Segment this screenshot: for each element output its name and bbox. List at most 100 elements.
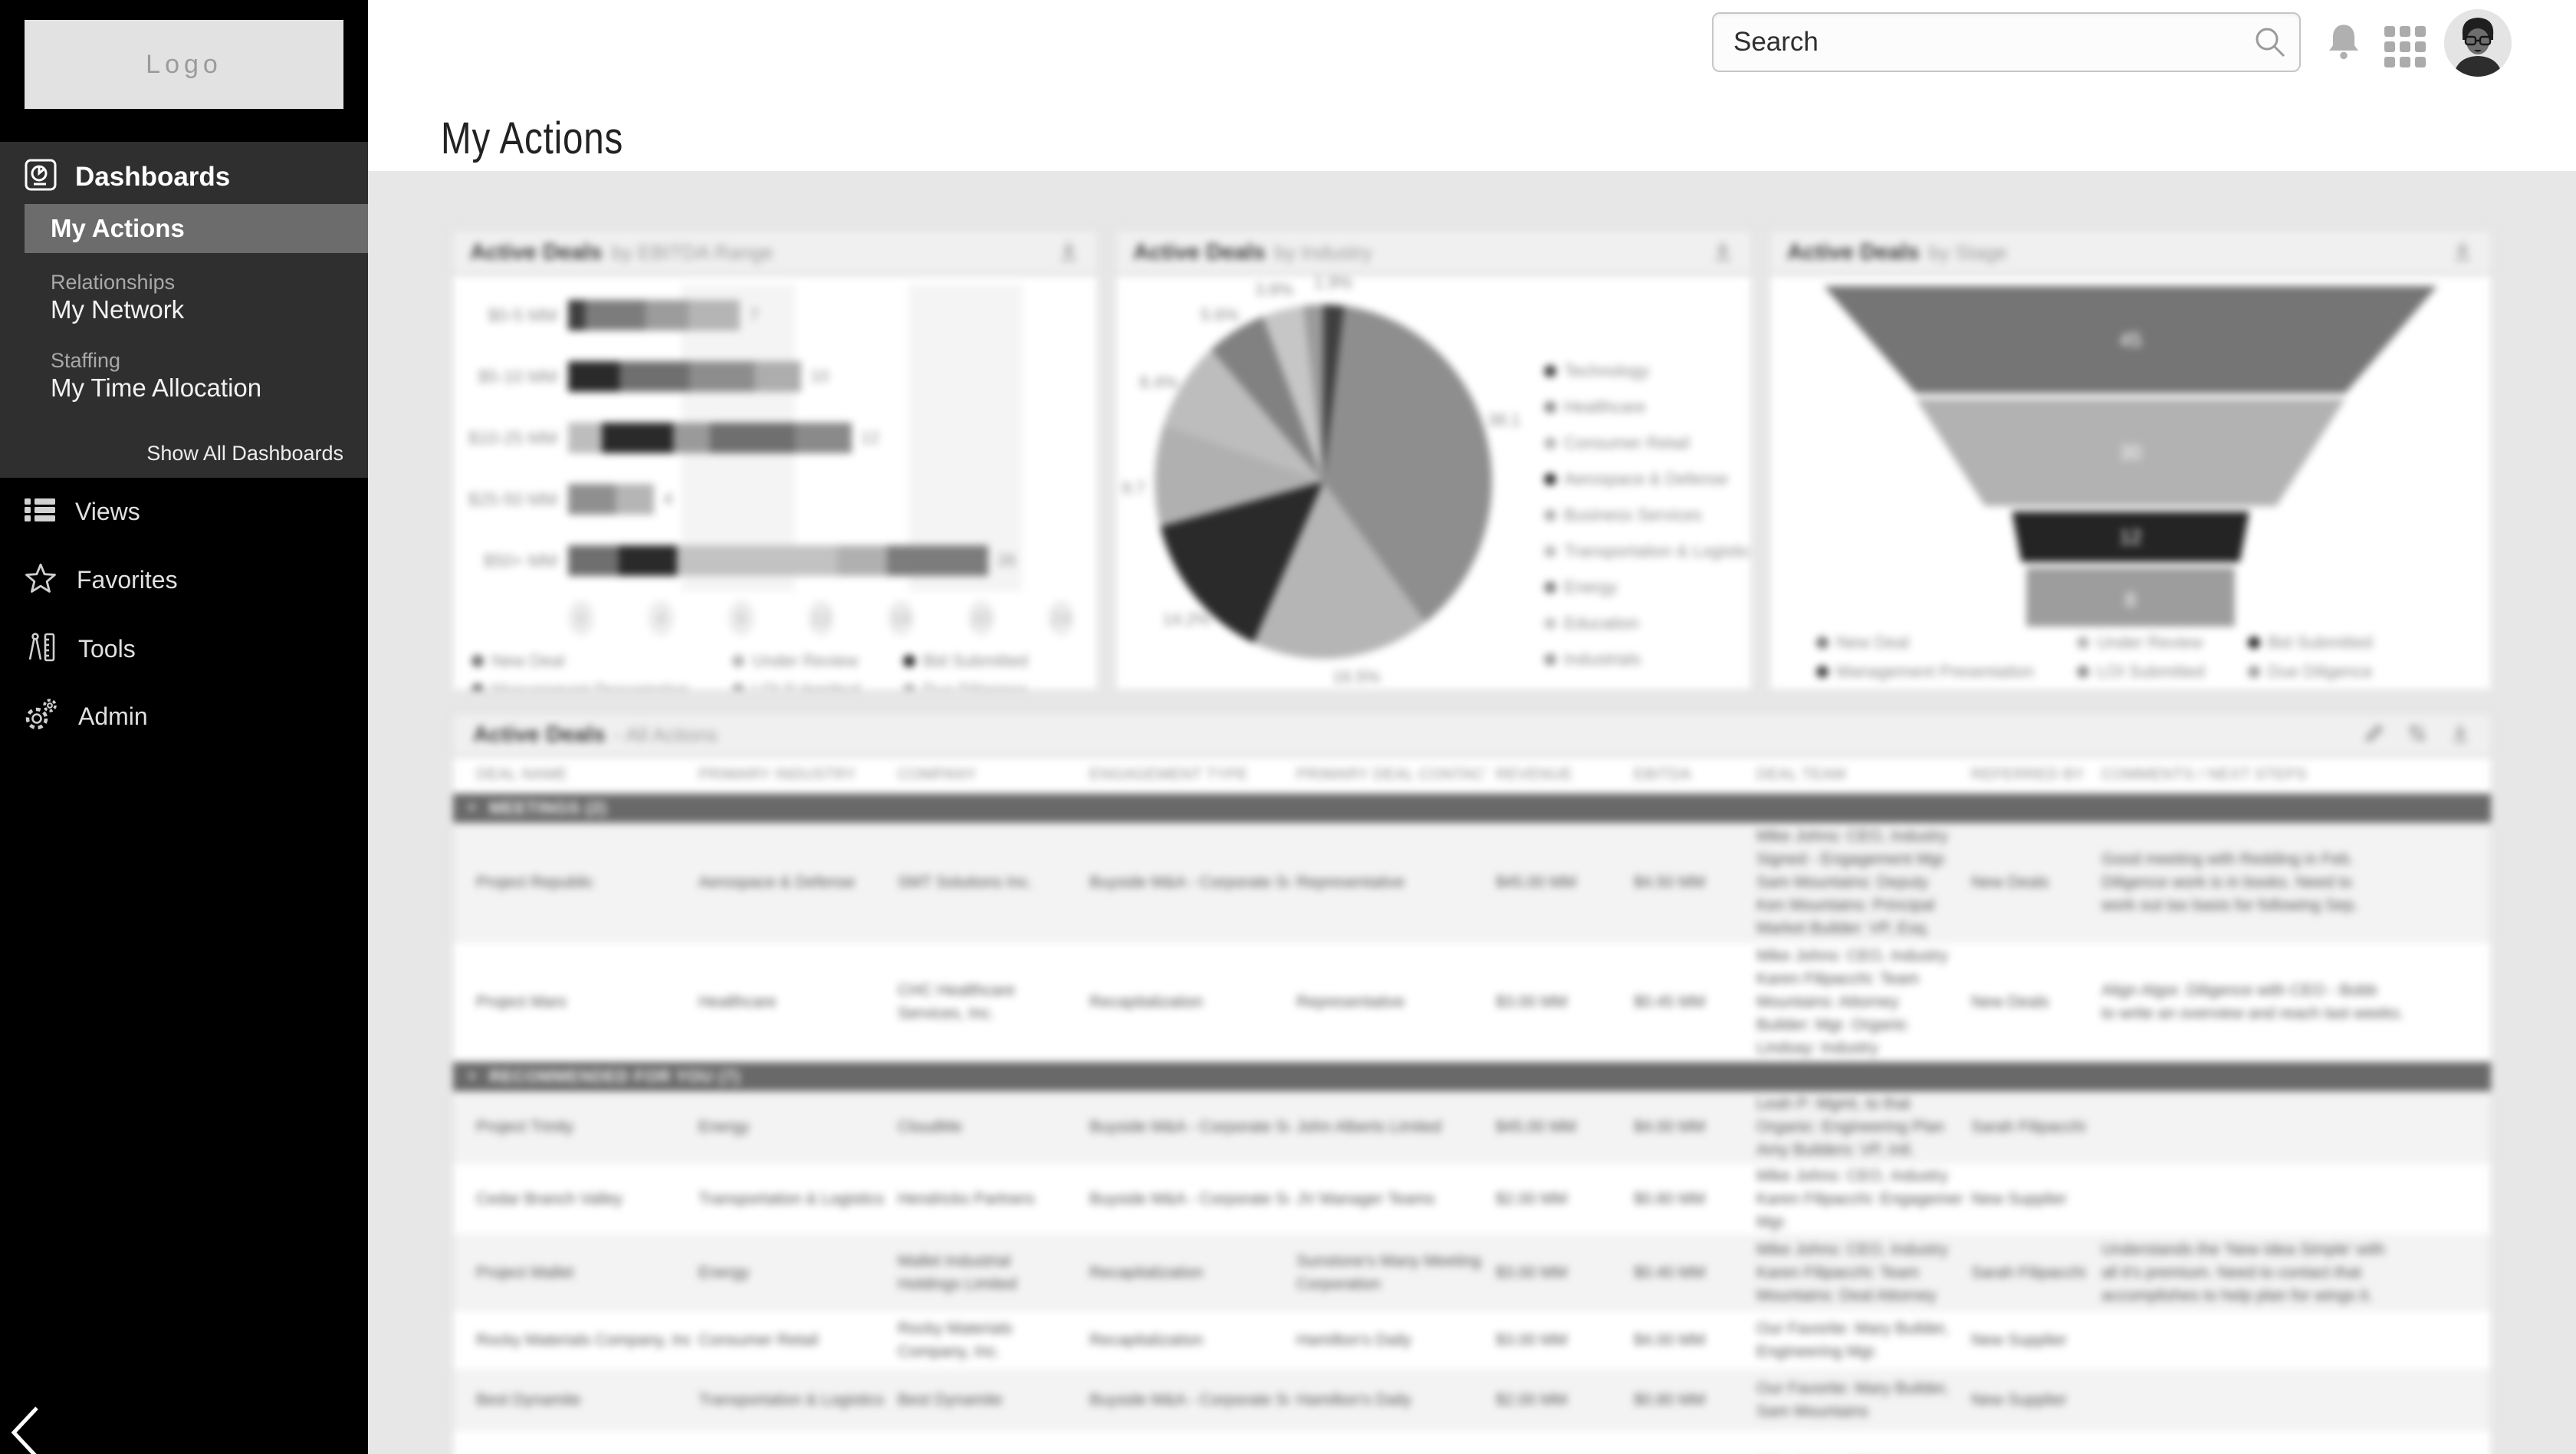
sidebar-item-my-actions[interactable]: My Actions <box>25 204 368 253</box>
sidebar-item-admin[interactable]: Admin <box>25 698 148 735</box>
sidebar-item-views[interactable]: Views <box>25 497 140 527</box>
funnel-value-label: 30 <box>2120 441 2142 464</box>
table-cell: $45.00 MM <box>1496 1091 1626 1163</box>
sidebar-category-relationships: Relationships <box>51 271 176 294</box>
logo[interactable]: Logo <box>25 20 343 109</box>
card-header: Active Deals by Stage <box>1770 231 2491 275</box>
table-cell: $3.00 MM <box>1496 1235 1626 1310</box>
cell-line: Mallet Industrial <box>898 1252 1011 1270</box>
column-header[interactable]: Engagement Type <box>1089 766 1248 783</box>
table-cell: Buyside M&A - Corporate Seller <box>1089 1370 1289 1429</box>
cell-line: $0.80 MM <box>1634 1189 1706 1208</box>
legend-label: Aerospace & Defense <box>1564 469 1729 489</box>
edit-button[interactable] <box>2364 722 2385 748</box>
cell-line: Mountains: Deal Attorney <box>1756 1286 1937 1304</box>
bar-segment <box>887 545 988 576</box>
caret-down-icon: ▼ <box>465 1069 478 1084</box>
funnel-graphic: 45 30 12 8 <box>1824 286 2437 627</box>
legend-swatch <box>1544 581 1556 594</box>
sidebar-item-tools[interactable]: Tools <box>25 630 136 668</box>
table-cell: Leah P: Mgmt, to that Organic: Engineerin… <box>1756 1091 1963 1163</box>
show-all-dashboards-link[interactable]: Show All Dashboards <box>146 442 343 465</box>
column-header[interactable]: Referred By <box>1971 766 2085 783</box>
cell-line: Organic: Engineering Plan <box>1756 1117 1945 1136</box>
cell-line: Sam Mountains: Deputy <box>1756 873 1929 891</box>
legend-swatch <box>1544 473 1556 485</box>
bar-chart: $0-5 MM $5-10 MM $10-25 MM $25-50 MM $50+ MM… <box>453 275 1097 689</box>
bar-segment <box>645 300 689 331</box>
bar-row: 26 <box>568 544 1074 577</box>
funnel-legend: New Deal Under Review Bid Submitted Managem… <box>1816 633 2373 682</box>
download-button[interactable] <box>1711 239 1734 266</box>
bar-segment <box>688 300 741 331</box>
sort-button[interactable] <box>2407 722 2428 748</box>
table-row[interactable]: Best Dynamite Transportation & Logistics B… <box>453 1370 2491 1430</box>
download-button[interactable] <box>1057 239 1080 266</box>
sidebar-item-favorites[interactable]: Favorites <box>25 563 178 597</box>
table-cell: New Deals <box>1971 823 2094 942</box>
table-cell: Consumer Retail <box>698 1311 890 1370</box>
column-header[interactable]: Comments / Next Steps <box>2101 766 2307 783</box>
bar-category-label: $5-10 MM <box>478 366 557 387</box>
active-deals-funnel-card: Active Deals by Stage 45 30 12 8 New Deal Un… <box>1769 230 2492 690</box>
download-button[interactable] <box>2451 239 2474 266</box>
legend-label: Under Review <box>2097 633 2203 652</box>
table-group-row[interactable]: ▼ MEETINGS (2) <box>453 794 2491 823</box>
avatar[interactable] <box>2444 9 2512 77</box>
sidebar-collapse-button[interactable] <box>8 1405 41 1454</box>
table-row[interactable]: Project Republic Aerospace & Defense SMT S… <box>453 823 2491 942</box>
table-cell: Recapitalization <box>1089 1311 1289 1370</box>
table-row[interactable]: Cedar Branch Valley Transportation & Logi… <box>453 1163 2491 1235</box>
table-cell: $0.45 MM <box>1634 942 1749 1061</box>
table-cell: Recapitalization <box>1089 1430 1289 1454</box>
table-cell: Buyside M&A - Corporate Seller <box>1089 823 1289 942</box>
bar-value-label: 4 <box>663 489 673 508</box>
download-button[interactable] <box>2450 722 2471 748</box>
search-icon[interactable] <box>2253 25 2287 63</box>
cell-line: Our Favorite: Mary Builder, <box>1756 1319 1949 1337</box>
table-row[interactable]: Project Trinity Energy CloudMe Buyside M&A … <box>453 1091 2491 1163</box>
table-cell: Rocky Materials Company, Inc. <box>476 1311 691 1370</box>
column-header[interactable]: Revenue <box>1496 766 1573 783</box>
cell-line: Recapitalization <box>1089 1263 1204 1281</box>
legend-item: Under Review <box>732 651 860 671</box>
column-header[interactable]: Deal Team <box>1756 766 1846 783</box>
column-header[interactable]: Company <box>898 766 978 783</box>
cell-line: $0.40 MM <box>1634 1263 1706 1281</box>
legend-label: Education <box>1564 614 1639 633</box>
column-header[interactable]: Primary Industry <box>698 766 856 783</box>
x-tick: 8 <box>728 600 754 636</box>
bar-category-label: $25-50 MM <box>468 489 557 509</box>
column-header[interactable]: EBITDA <box>1634 766 1692 783</box>
table-cell: Recapitalization <box>1089 1235 1289 1310</box>
table-cell: $3.00 MM <box>1496 942 1626 1061</box>
search-input[interactable] <box>1712 12 2301 72</box>
gears-icon <box>25 698 58 735</box>
cell-line: Mgr. <box>1756 1212 1788 1231</box>
table-row[interactable]: Project Mars Healthcare CHC Healthcare Serv… <box>453 942 2491 1062</box>
sidebar-item-my-time-allocation[interactable]: My Time Allocation <box>51 373 262 402</box>
cell-line: Best Dynamite <box>476 1390 581 1409</box>
cell-line: Ken Mountains: Principal <box>1756 896 1935 914</box>
cell-line: Rocky Materials Company, Inc. <box>476 1331 691 1349</box>
cell-line: Our Favorite: Mary Builder, <box>1756 1379 1949 1397</box>
apps-grid-button[interactable] <box>2384 26 2426 67</box>
table-row[interactable]: Rocky Materials Company, Inc. Consumer Re… <box>453 1311 2491 1370</box>
bell-icon <box>2329 25 2358 60</box>
sidebar-item-my-network[interactable]: My Network <box>51 295 185 324</box>
legend-swatch <box>1816 637 1829 649</box>
column-header[interactable]: Primary Deal Contact <box>1296 766 1488 783</box>
table-cell: $0.80 MM <box>1634 1370 1749 1429</box>
cell-line: CHC Healthcare <box>898 981 1015 999</box>
pie-legend: Technology Healthcare Consumer Retail Aeros… <box>1544 361 1751 669</box>
table-row[interactable]: Royal Reef Products Transportation & Logi… <box>453 1430 2491 1454</box>
column-header[interactable]: Deal Name <box>476 766 568 783</box>
table-group-row[interactable]: ▼ RECOMMENDED FOR YOU (7) <box>453 1062 2491 1091</box>
table-row[interactable]: Project Mallet Energy Mallet Industrial Hol… <box>453 1235 2491 1311</box>
table-cell: Project Mars <box>476 942 691 1061</box>
notifications-button[interactable] <box>2325 21 2362 65</box>
sidebar-item-dashboards[interactable]: Dashboards <box>23 157 230 196</box>
table-cell: Royal Reef Products <box>898 1430 1082 1454</box>
legend-label: Management Presentation <box>1836 662 2035 681</box>
bar-segment <box>794 423 852 453</box>
